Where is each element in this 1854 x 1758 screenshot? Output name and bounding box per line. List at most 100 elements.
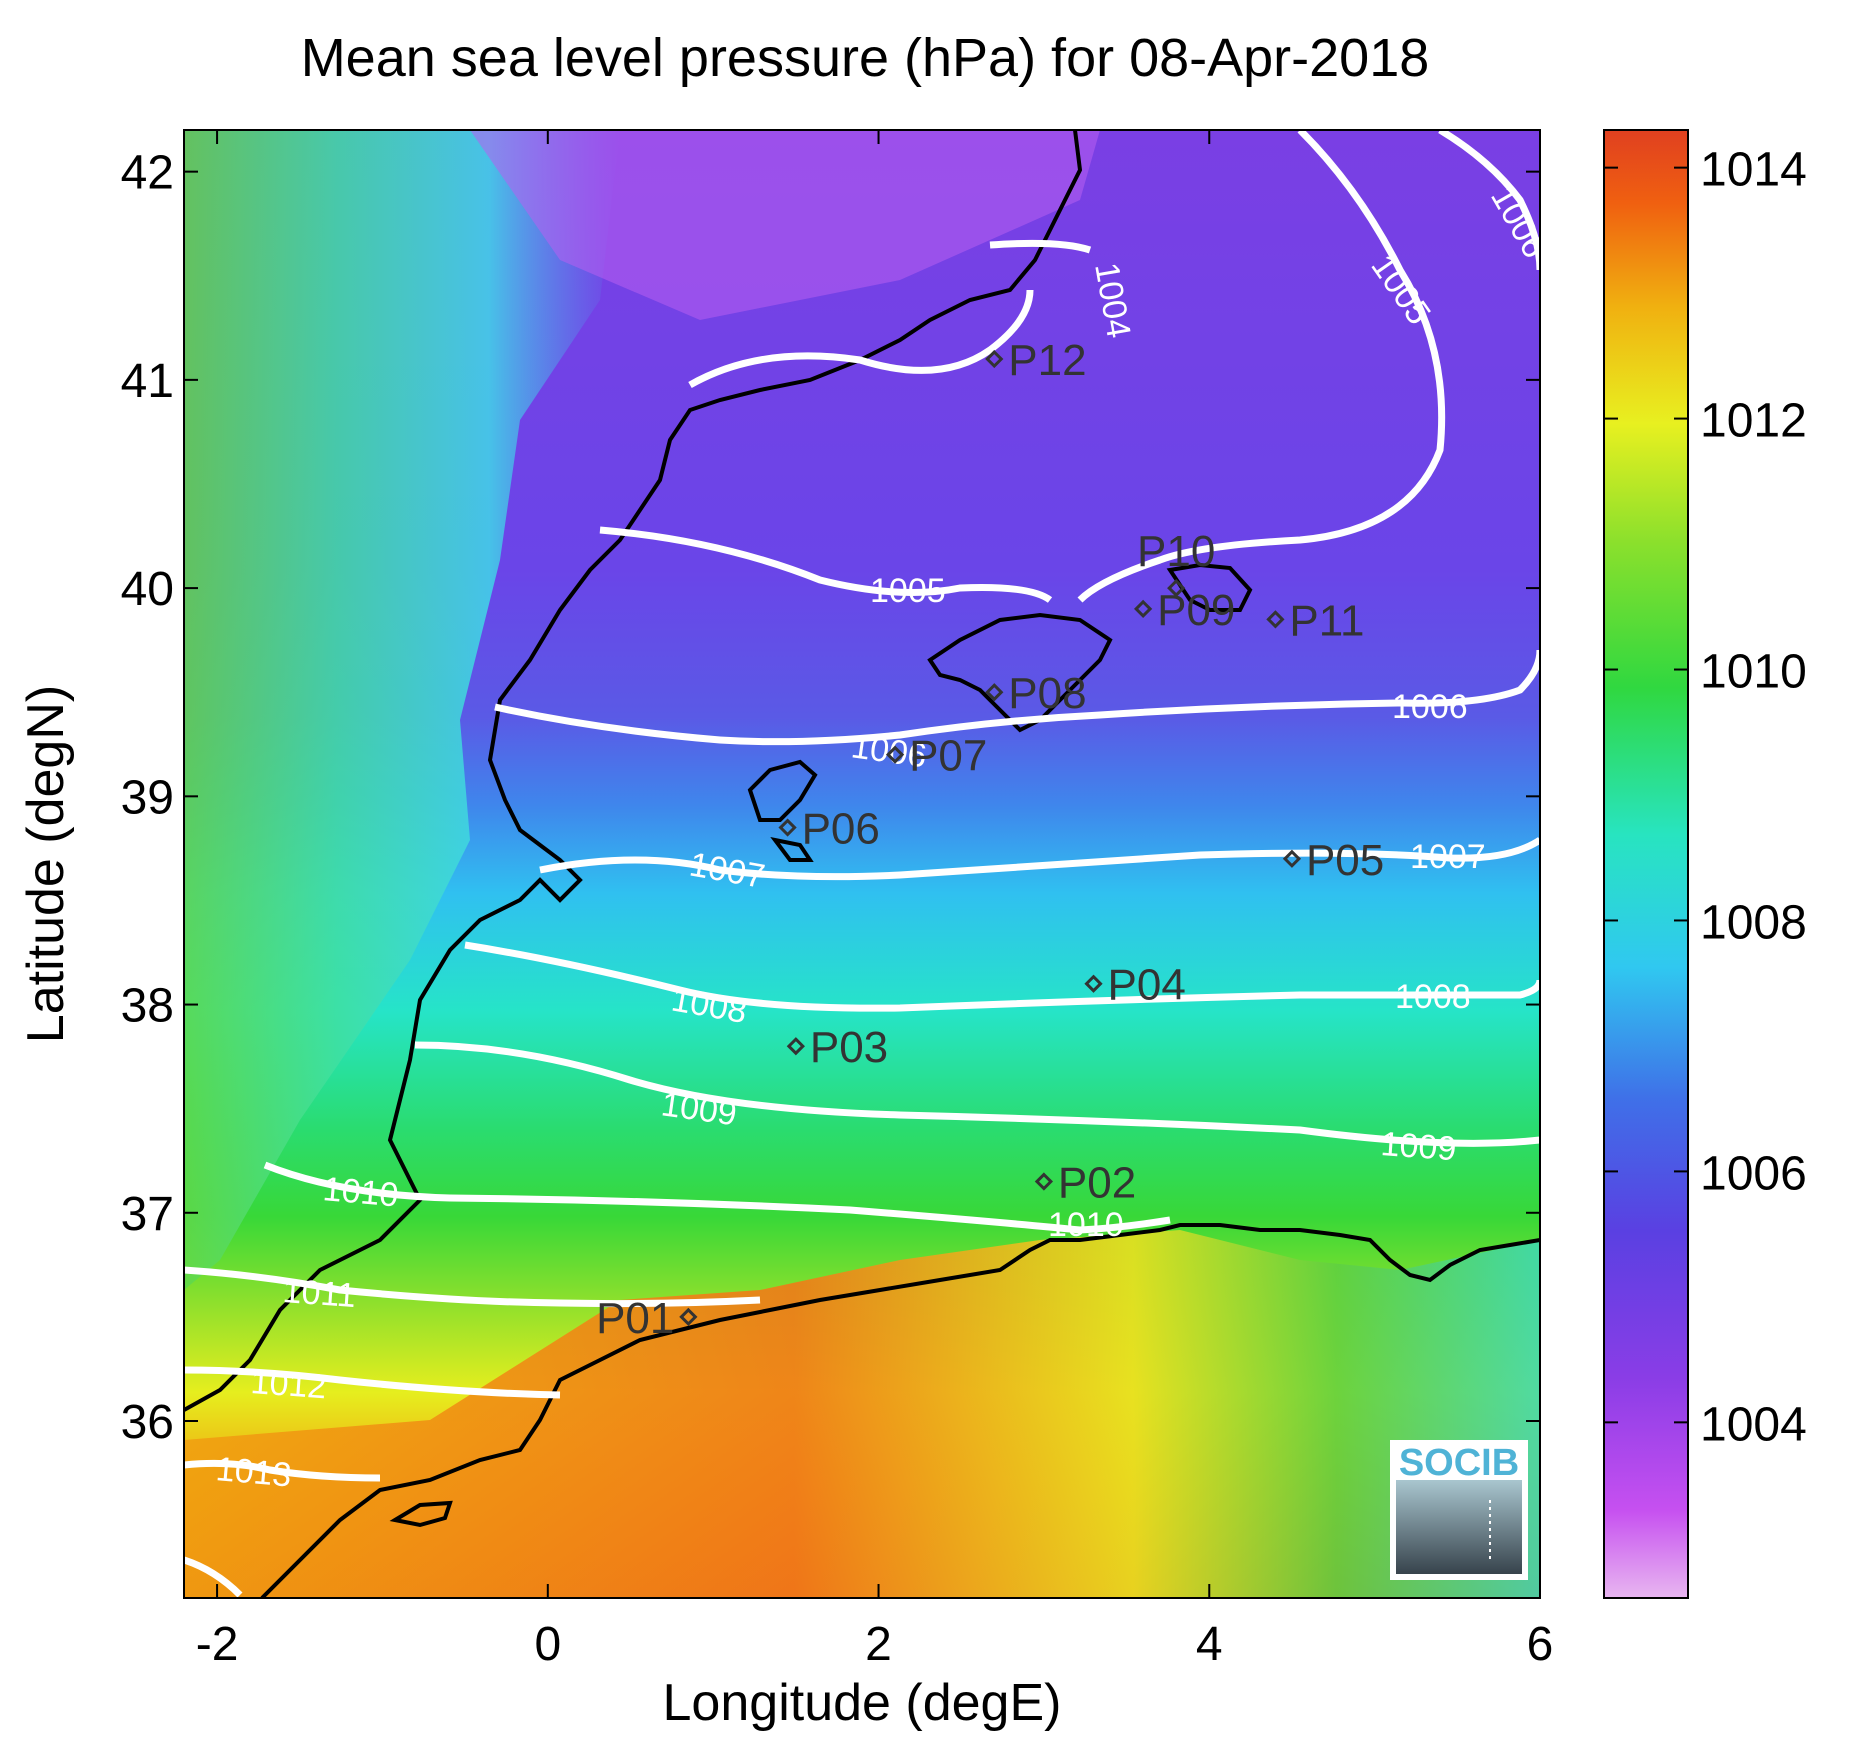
station-marker — [679, 1307, 698, 1327]
station-label: P08 — [1008, 669, 1086, 718]
menorca-coast — [1166, 562, 1253, 612]
isobar-1006 — [494, 649, 1540, 746]
x-axis: -2 0 2 4 6 — [196, 130, 1554, 1671]
y-axis: 42 41 40 39 38 37 36 — [121, 147, 1540, 1449]
x-tick-label: 6 — [1527, 1618, 1554, 1671]
station-label: P12 — [1008, 336, 1086, 385]
isobar-1006-ne — [1438, 130, 1540, 271]
station-p06: P06 — [778, 805, 880, 854]
station-label: P02 — [1058, 1159, 1136, 1208]
isobar-1011 — [184, 1266, 761, 1308]
y-tick-label: 40 — [121, 563, 174, 616]
station-p11: P11 — [1266, 596, 1364, 645]
x-tick-label: 0 — [534, 1618, 561, 1671]
station-label: P10 — [1137, 527, 1215, 576]
station-p04: P04 — [1084, 961, 1186, 1010]
station-marker — [1282, 849, 1302, 868]
station-p03: P03 — [786, 1023, 888, 1072]
africa-land-field — [184, 1230, 1540, 1598]
station-marker — [985, 349, 1004, 369]
isobar-1010 — [263, 1161, 1171, 1234]
station-marker — [778, 818, 797, 837]
station-marker — [1084, 974, 1103, 993]
colorbar-tick-label: 1004 — [1700, 1398, 1807, 1451]
station-marker — [1133, 599, 1153, 619]
x-tick-label: -2 — [196, 1618, 239, 1671]
isobar-1007 — [539, 837, 1540, 881]
isobar-1014-fragment — [184, 1556, 243, 1598]
x-tick-label: 4 — [1196, 1618, 1223, 1671]
station-p12: P12 — [985, 336, 1087, 385]
isobar-1005-east — [1077, 130, 1446, 603]
contour-label: 1010 — [1048, 1206, 1124, 1244]
africa-coast — [260, 1223, 1540, 1598]
x-axis-label: Longitude (degE) — [663, 1674, 1062, 1732]
y-tick-label: 39 — [121, 771, 174, 824]
map-area: 1004 1005 1006 1005 1006 1006 1007 1007 … — [184, 130, 1540, 1598]
coastline — [184, 130, 1540, 1598]
chart-title: Mean sea level pressure (hPa) for 08-Apr… — [301, 28, 1430, 88]
station-marker — [985, 683, 1004, 702]
station-label: P04 — [1108, 961, 1186, 1010]
contour-label: 1009 — [1379, 1125, 1457, 1168]
station-label: P09 — [1157, 586, 1235, 635]
station-marker — [1266, 610, 1285, 629]
x-tick-label: 2 — [865, 1618, 892, 1671]
formentera-coast — [770, 837, 814, 862]
isobar-1004-b — [688, 289, 1034, 389]
iberia-land-field — [184, 130, 620, 1290]
station-p08: P08 — [985, 669, 1087, 718]
contour-label: 1007 — [1410, 838, 1486, 876]
station-p07: P07 — [885, 732, 987, 781]
station-marker — [1167, 578, 1186, 598]
station-label: P03 — [810, 1023, 888, 1072]
station-p01: P01 — [596, 1294, 698, 1343]
colorbar-axis: 1014 1012 1010 1008 1006 1004 — [1604, 144, 1807, 1451]
contour-label: 1010 — [321, 1170, 400, 1214]
iberia-coast — [184, 130, 1083, 1412]
isobar-1012 — [184, 1366, 561, 1399]
colorbar-tick-label: 1010 — [1700, 646, 1807, 699]
station-label: P06 — [802, 805, 880, 854]
alboran-coast — [389, 1500, 453, 1528]
contour-label: 1011 — [281, 1272, 357, 1315]
contour-label: 1013 — [214, 1450, 293, 1494]
isobar-1009 — [414, 1041, 1540, 1147]
isobar-1013 — [184, 1459, 381, 1482]
y-tick-label: 38 — [121, 980, 174, 1033]
station-label: P01 — [596, 1294, 674, 1343]
isobars — [184, 130, 1540, 1598]
y-tick-label: 41 — [121, 355, 174, 408]
y-tick-label: 36 — [121, 1396, 174, 1449]
colorbar — [1603, 129, 1689, 1599]
station-label: P05 — [1306, 836, 1384, 885]
station-markers: P01 P02 P03 P04 P05 P06 P07 P08 P09 P10 P11 P12 — [596, 336, 1384, 1343]
station-p02: P02 — [1034, 1159, 1136, 1208]
contour-label: 1006 — [1392, 688, 1468, 726]
station-p05: P05 — [1282, 836, 1384, 885]
y-tick-label: 42 — [121, 147, 174, 200]
contour-label: 1005 — [870, 572, 946, 610]
station-label: P11 — [1289, 596, 1364, 645]
y-tick-label: 37 — [121, 1188, 174, 1241]
ibiza-coast — [747, 759, 818, 822]
station-p09: P09 — [1133, 586, 1235, 635]
station-p10: P10 — [1137, 527, 1215, 598]
contour-label: 1008 — [1395, 978, 1471, 1016]
logo-image — [1396, 1480, 1522, 1574]
station-marker — [1034, 1172, 1054, 1191]
plot-frame — [183, 129, 1541, 1599]
isobar-1008 — [464, 941, 1540, 1012]
colorbar-tick-label: 1014 — [1700, 144, 1807, 197]
isobar-1005-west — [599, 526, 1053, 603]
north-low-patch — [470, 130, 1100, 320]
mallorca-coast — [927, 612, 1113, 733]
colorbar-tick-label: 1006 — [1700, 1147, 1807, 1200]
colorbar-tick-label: 1012 — [1700, 395, 1807, 448]
logo-text: SOCIB — [1399, 1442, 1519, 1484]
station-marker — [786, 1037, 805, 1056]
isobar-1004-a — [989, 239, 1092, 254]
socib-logo: SOCIB — [1390, 1440, 1528, 1580]
station-marker — [885, 745, 905, 764]
